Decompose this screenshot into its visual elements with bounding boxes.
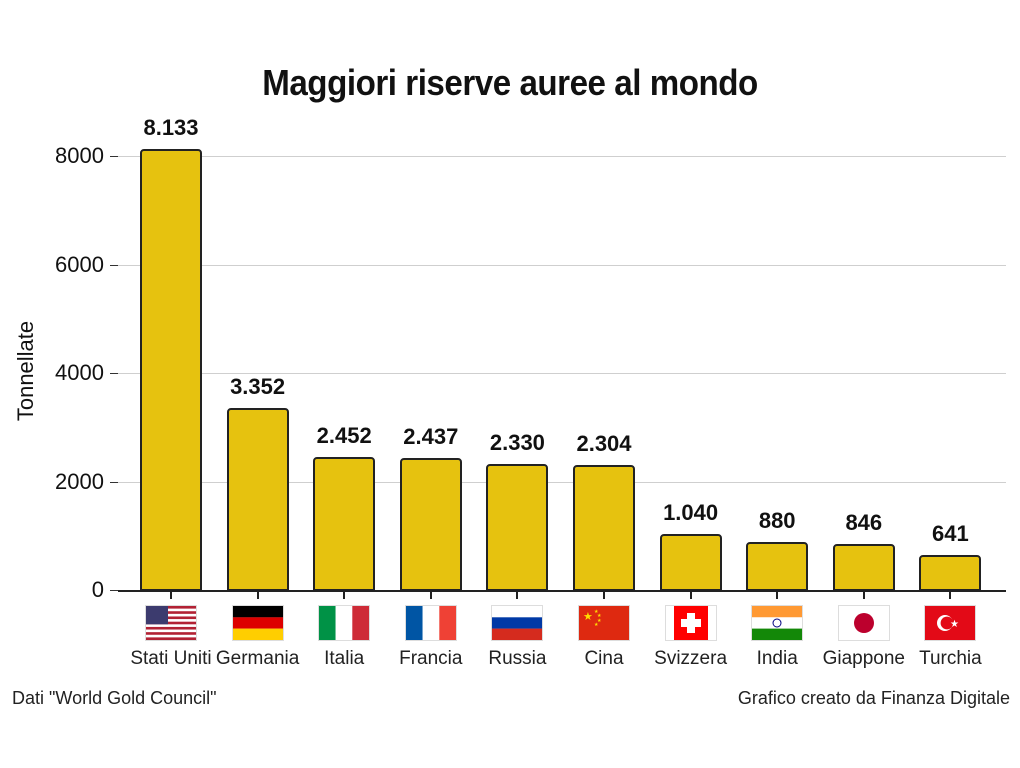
svg-text:★: ★	[597, 618, 602, 624]
bar-value-label: 2.437	[403, 423, 459, 449]
x-category-label: Italia	[324, 648, 365, 669]
russia-flag-icon	[492, 606, 543, 640]
bar-germania	[226, 408, 289, 591]
bar-value-label: 8.133	[143, 114, 199, 140]
gridline	[118, 373, 1006, 374]
y-tick-mark	[110, 373, 118, 374]
gridline	[118, 481, 1006, 483]
bar-italia	[313, 456, 376, 591]
bar-turchia	[919, 555, 982, 591]
x-category-label: Giappone	[822, 648, 905, 669]
x-category-label: Russia	[488, 648, 547, 669]
svg-text:★: ★	[594, 622, 599, 628]
svg-text:★: ★	[583, 611, 593, 623]
y-tick-mark	[110, 156, 118, 157]
y-tick-label: 6000	[55, 251, 104, 277]
y-tick-label: 2000	[55, 468, 104, 494]
x-category-label: Turchia	[919, 648, 982, 669]
x-category-label: India	[756, 648, 798, 669]
x-tick-mark	[603, 591, 605, 599]
y-tick-label: 4000	[55, 360, 104, 385]
china-flag-icon: ★ ★ ★ ★ ★	[579, 606, 629, 640]
x-tick-mark	[429, 591, 432, 599]
x-tick-mark	[343, 591, 346, 599]
x-tick-mark	[256, 591, 259, 599]
bar-value-label: 2.304	[576, 431, 632, 456]
x-tick-mark	[949, 591, 952, 599]
switzerland-flag-icon	[665, 606, 716, 640]
chart-credit: Grafico creato da Finanza Digitale	[737, 688, 1010, 708]
y-tick-label: 0	[91, 577, 104, 602]
bar-value-label: 3.352	[230, 374, 286, 400]
chart-title: Maggiori riserve auree al mondo	[262, 62, 758, 103]
x-tick-mark	[170, 591, 172, 599]
y-tick-mark	[110, 264, 118, 266]
turkey-flag-icon: ★	[925, 606, 976, 640]
y-tick-label: 8000	[55, 143, 104, 168]
x-category-label: Svizzera	[654, 648, 728, 669]
italy-flag-icon	[319, 606, 370, 640]
svg-text:★: ★	[950, 619, 959, 630]
bar-russia	[486, 463, 549, 591]
x-axis-line	[118, 590, 1006, 592]
bar-giappone	[832, 544, 895, 591]
bar-value-label: 641	[932, 521, 969, 547]
svg-text:★: ★	[597, 613, 602, 619]
data-source-note: Dati "World Gold Council"	[12, 688, 217, 708]
bar-value-label: 2.452	[316, 422, 372, 448]
france-flag-icon	[405, 606, 456, 640]
india-flag-icon	[752, 606, 803, 640]
bar-value-label: 880	[758, 508, 796, 534]
gridline	[118, 156, 1006, 157]
bar-svizzera	[659, 533, 722, 591]
x-tick-mark	[689, 591, 692, 599]
svg-text:★: ★	[594, 609, 599, 615]
japan-flag-icon	[838, 606, 889, 640]
germany-flag-icon	[232, 606, 283, 640]
x-category-label: Germania	[215, 648, 300, 669]
x-category-label: Cina	[584, 648, 624, 669]
x-tick-mark	[862, 591, 865, 599]
us-flag-icon	[146, 606, 196, 640]
x-category-label: Francia	[399, 648, 463, 669]
x-tick-mark	[776, 591, 779, 599]
bar-india	[746, 542, 809, 591]
bar-stati-uniti	[140, 148, 202, 591]
bar-value-label: 1.040	[663, 499, 719, 525]
gridline	[118, 264, 1006, 266]
bar-value-label: 2.330	[489, 429, 545, 455]
bar-francia	[399, 457, 462, 591]
x-tick-mark	[516, 591, 519, 599]
bar-cina	[573, 465, 635, 591]
bar-value-label: 846	[845, 510, 883, 536]
y-tick-mark	[110, 590, 118, 591]
y-tick-mark	[110, 481, 118, 483]
x-category-label: Stati Uniti	[130, 648, 212, 669]
